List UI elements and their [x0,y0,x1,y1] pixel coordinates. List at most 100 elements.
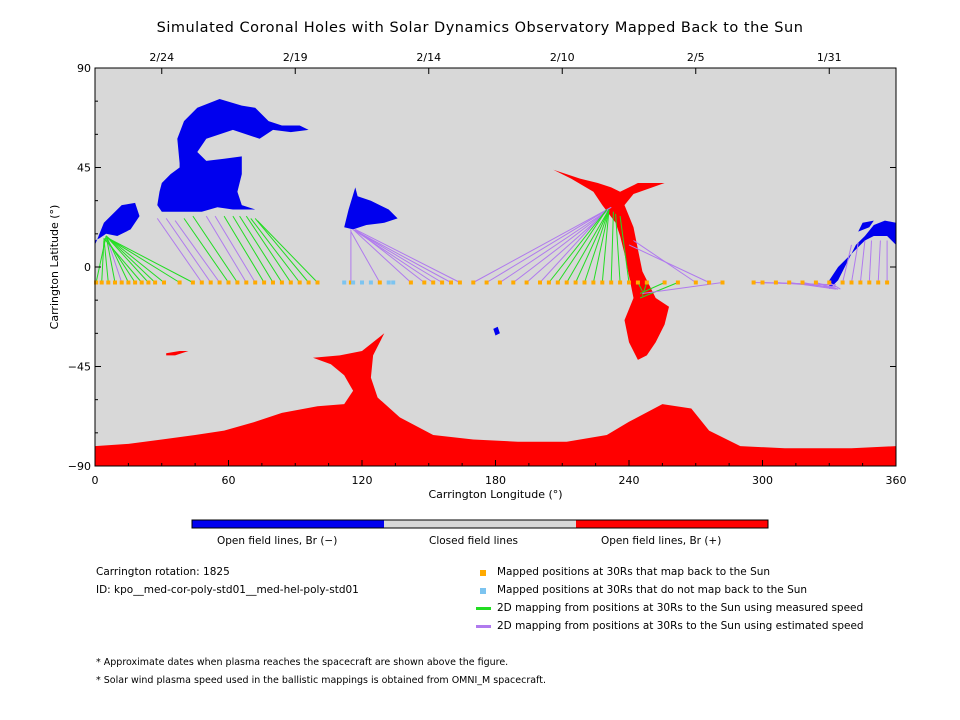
mapping-line-estimated [851,242,859,283]
mapping-line-estimated [512,209,610,283]
mapped-point [827,280,832,285]
mapped-point [484,280,489,285]
mapped-point [876,280,881,285]
mapping-line-estimated [842,244,852,283]
mapping-line-estimated [355,228,461,283]
top-date-label: 1/31 [817,51,842,64]
mapped-point [106,280,111,285]
mapping-line-estimated [539,209,608,283]
mapped-point [609,280,614,285]
mapping-line-estimated [877,240,881,283]
mapped-point [867,280,872,285]
y-tick-label: 45 [77,162,91,175]
mapped-point [573,280,578,285]
positive-hole-center [553,169,669,360]
mapped-point [348,280,353,285]
x-tick-label: 0 [92,474,99,487]
mapping-line-measured [601,209,610,283]
mapped-point [555,280,560,285]
top-date-label: 2/5 [687,51,705,64]
mapped-point [644,280,649,285]
legend-unmapped-swatch [480,588,486,594]
mapping-line-measured [245,215,292,283]
carrington-rotation: Carrington rotation: 1825 [96,566,230,578]
x-tick-label: 60 [222,474,236,487]
mapped-point [306,280,311,285]
mapping-line-measured [108,237,194,283]
legend-estimated-label: 2D mapping from positions at 30Rs to the… [497,620,864,632]
mapping-line-estimated [205,215,247,283]
colorbar-closed-label: Closed field lines [429,535,519,547]
positive-speck-west [166,351,189,356]
mapping-line-measured [105,235,165,283]
mapping-line-estimated [352,229,412,283]
unmapped-point [351,280,356,285]
mapped-point [885,280,890,285]
mapping-line-measured [105,235,156,283]
mapping-line-measured [105,235,116,283]
unmapped-point [360,280,364,285]
mapping-line-measured [239,215,283,283]
mapped-point [849,280,854,285]
mapped-point [199,280,204,285]
mapping-line-estimated [473,206,612,283]
mapped-point [177,280,182,285]
mapped-point [471,280,476,285]
chart-title: Simulated Coronal Holes with Solar Dynam… [156,20,804,36]
mapping-line-estimated [499,209,610,283]
mapped-point [693,280,698,285]
mapped-point [288,280,293,285]
unmapped-point [386,280,391,285]
colorbar-positive [576,520,768,528]
mapped-point [582,280,587,285]
legend-mapped-swatch [480,570,486,576]
mapping-line-measured [192,215,238,283]
mapping-line-measured [575,209,610,283]
mapped-point [511,280,516,285]
y-tick-label: 90 [77,62,91,75]
mapped-point [113,280,117,285]
mapping-line-measured [105,238,136,283]
mapped-point [457,280,462,285]
mapped-point [813,280,818,285]
mapping-line-measured [103,237,143,283]
mapping-line-measured [105,235,149,283]
mapping-line-estimated [859,240,866,283]
x-tick-label: 360 [886,474,907,487]
mapped-point [262,280,267,285]
mapping-line-estimated [868,240,872,283]
negative-hole-center [344,187,398,230]
mapping-line-measured [101,240,105,283]
top-date-label: 2/10 [550,51,575,64]
mapping-line-measured [584,209,610,283]
y-tick-label: −90 [68,460,91,473]
legend-mapped-label: Mapped positions at 30Rs that map back t… [497,566,771,578]
mapped-point [431,280,436,285]
mapped-point [217,280,222,285]
mapped-point [422,280,427,285]
mapping-line-estimated [628,244,710,283]
mapping-line-measured [557,209,608,283]
mapping-line-measured [232,215,274,283]
mapped-point [253,280,258,285]
mapped-point [858,280,863,285]
mapping-line-measured [615,213,621,283]
mapped-point [440,280,445,285]
mapped-point [627,280,631,285]
model-id: ID: kpo__med-cor-poly-std01__med-hel-pol… [96,584,359,596]
mapping-line-estimated [352,228,443,283]
y-axis-label: Carrington Latitude (°) [48,205,61,330]
mapped-point [662,280,667,285]
mapped-point [226,280,231,285]
mapped-point [618,280,623,285]
mapping-line-estimated [802,282,839,290]
mapped-point [297,280,302,285]
mapping-line-measured [254,218,309,283]
top-date-label: 2/14 [416,51,441,64]
colorbar-positive-label: Open field lines, Br (+) [601,535,722,547]
mapped-point [675,280,680,285]
positive-polar-band [95,333,896,466]
negative-hole-east-tip [858,220,874,232]
mapped-point [133,280,138,285]
